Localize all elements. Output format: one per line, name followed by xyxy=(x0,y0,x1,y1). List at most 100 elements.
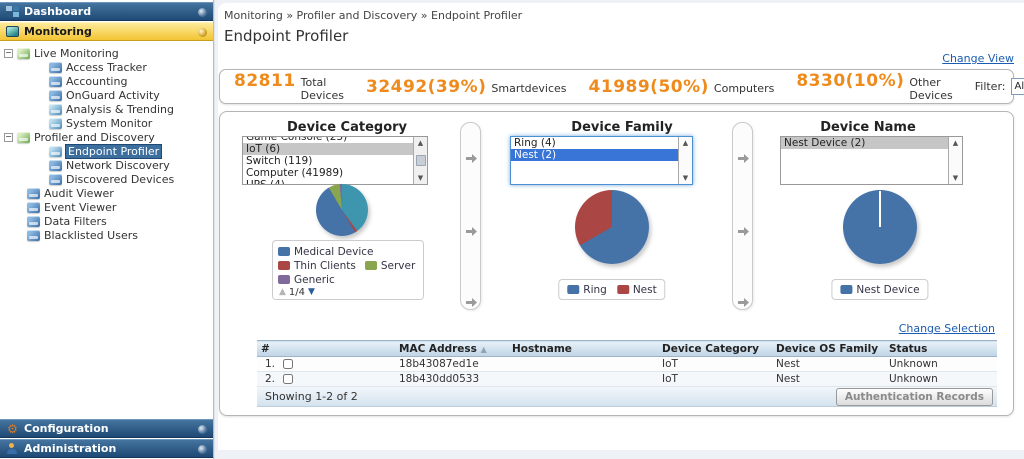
list-option[interactable]: UPS (4) xyxy=(243,179,413,184)
stat-label: Other Devices xyxy=(909,76,953,102)
move-right-icon[interactable] xyxy=(737,222,750,241)
sidebar-tree-item[interactable]: − OnGuard Activity xyxy=(0,88,213,102)
sidebar-tree-item[interactable]: − Data Filters xyxy=(0,214,213,228)
list-option[interactable]: Computer (41989) xyxy=(243,167,413,179)
scrollbar[interactable]: ▲ ▼ xyxy=(413,137,427,184)
stat-value: 82811 xyxy=(234,71,296,91)
tree-item-icon xyxy=(49,173,62,185)
scroll-up-icon[interactable]: ▲ xyxy=(682,139,689,147)
page-up-icon[interactable]: ▲ xyxy=(279,287,286,297)
device-category-list[interactable]: Game Console (23) IoT (6) Switch (119) xyxy=(242,136,428,185)
mac-address-cell[interactable]: 18b430dd0533 xyxy=(395,371,508,387)
legend-item[interactable]: Server xyxy=(364,259,415,272)
scrollbar[interactable]: ▲ ▼ xyxy=(678,137,692,184)
change-view-link[interactable]: Change View xyxy=(942,52,1014,65)
legend-swatch xyxy=(567,285,580,294)
endpoint-filter-select[interactable]: All Endpoints ▾ xyxy=(1010,78,1024,95)
list-option[interactable]: Nest Device (2) xyxy=(781,137,948,149)
legend-label: Nest xyxy=(632,283,657,296)
sidebar-tree-item[interactable]: − Event Viewer xyxy=(0,200,213,214)
col-header-category[interactable]: Device Category xyxy=(658,340,772,357)
section-toggle-icon[interactable] xyxy=(198,425,207,434)
sidebar-tree-item[interactable]: − System Monitor xyxy=(0,116,213,130)
mac-address-cell[interactable]: 18b43087ed1e xyxy=(395,356,508,372)
section-toggle-icon[interactable] xyxy=(198,28,207,37)
device-family-pie xyxy=(575,190,649,264)
page-title: Endpoint Profiler xyxy=(224,27,349,45)
legend-swatch xyxy=(364,261,377,270)
tree-item-label: Access Tracker xyxy=(66,60,147,74)
col-header-hostname[interactable]: Hostname xyxy=(508,340,658,357)
list-option[interactable]: IoT (6) xyxy=(243,143,413,155)
scroll-up-icon[interactable]: ▲ xyxy=(952,139,959,147)
device-stats-bar: 82811 Total Devices 32492(39%) Smartdevi… xyxy=(219,69,1024,104)
sidebar-tree-item[interactable]: − Profiler and Discovery xyxy=(0,130,213,144)
sidebar-tree-item[interactable]: − Endpoint Profiler xyxy=(0,143,213,159)
tree-item-icon xyxy=(49,89,62,101)
collapse-icon[interactable]: − xyxy=(4,131,13,142)
legend-item[interactable]: Generic xyxy=(278,273,335,286)
row-checkbox[interactable] xyxy=(283,374,293,384)
gear-icon: ⚙ xyxy=(7,421,18,436)
page-indicator: 1/4 xyxy=(288,286,306,298)
list-option[interactable]: Nest (2) xyxy=(511,149,678,161)
legend-item[interactable]: Ring xyxy=(567,283,607,296)
scroll-thumb[interactable] xyxy=(415,155,426,166)
sidebar-section-configuration[interactable]: ⚙ Configuration xyxy=(0,419,213,438)
scrollbar[interactable]: ▲ ▼ xyxy=(948,137,962,184)
sidebar-tree-item[interactable]: − Network Discovery xyxy=(0,158,213,172)
authentication-records-button[interactable]: Authentication Records xyxy=(835,387,993,406)
legend-item[interactable]: Nest xyxy=(616,283,657,296)
list-option[interactable]: Game Console (23) xyxy=(243,137,413,143)
scroll-down-icon[interactable]: ▼ xyxy=(952,174,959,182)
tree-item-icon xyxy=(17,131,30,143)
col-header-checkbox[interactable] xyxy=(277,340,395,357)
legend-item[interactable]: Medical Device xyxy=(278,245,373,258)
change-selection-link[interactable]: Change Selection xyxy=(898,322,995,335)
sidebar-section-dashboard[interactable]: Dashboard xyxy=(0,2,213,21)
scroll-down-icon[interactable]: ▼ xyxy=(417,174,424,182)
row-checkbox[interactable] xyxy=(283,359,293,369)
legend-item[interactable]: Thin Clients xyxy=(278,259,356,272)
move-right-icon[interactable] xyxy=(465,222,478,241)
device-family-list[interactable]: Ring (4) Nest (2) ▲ ▼ xyxy=(510,136,693,185)
move-right-icon[interactable] xyxy=(737,293,750,312)
sidebar-tree-item[interactable]: − Analysis & Trending xyxy=(0,102,213,116)
col-header-index[interactable]: # xyxy=(257,340,277,357)
move-right-icon[interactable] xyxy=(465,149,478,168)
sidebar-tree-item[interactable]: − Accounting xyxy=(0,74,213,88)
tree-item-icon xyxy=(17,47,30,59)
scroll-up-icon[interactable]: ▲ xyxy=(417,139,424,147)
sidebar-section-monitoring[interactable]: Monitoring xyxy=(0,22,213,41)
list-option[interactable]: Switch (119) xyxy=(243,155,413,167)
legend-item[interactable]: Nest Device xyxy=(840,283,920,296)
section-toggle-icon[interactable] xyxy=(198,445,207,454)
table-row[interactable]: 1. 18b43087ed1e IoT Nest Unknown xyxy=(257,356,997,372)
stat-label: Smartdevices xyxy=(491,81,567,95)
sidebar-tree-item[interactable]: − Discovered Devices xyxy=(0,172,213,186)
tree-item-icon xyxy=(27,229,40,241)
sidebar-section-administration[interactable]: Administration xyxy=(0,439,213,458)
tree-item-label: Network Discovery xyxy=(66,158,170,172)
col-header-os-family[interactable]: Device OS Family xyxy=(772,340,885,357)
move-right-icon[interactable] xyxy=(465,293,478,312)
row-index: 1. xyxy=(257,356,277,372)
sidebar-tree-item[interactable]: − Audit Viewer xyxy=(0,186,213,200)
legend-swatch xyxy=(278,275,290,284)
device-name-list[interactable]: Nest Device (2) ▲ ▼ xyxy=(780,136,963,185)
table-row[interactable]: 2. 18b430dd0533 IoT Nest Unknown xyxy=(257,371,997,387)
page-down-icon[interactable]: ▼ xyxy=(308,287,315,297)
sidebar-tree-item[interactable]: − Access Tracker xyxy=(0,60,213,74)
stat-value: 8330(10%) xyxy=(796,71,905,91)
sidebar-tree-item[interactable]: − Live Monitoring xyxy=(0,46,213,60)
col-header-mac[interactable]: MAC Address ▲ xyxy=(395,340,508,357)
sidebar-tree-item[interactable]: − Blacklisted Users xyxy=(0,228,213,242)
list-option[interactable]: Ring (4) xyxy=(511,137,678,149)
content-panel: Monitoring » Profiler and Discovery » En… xyxy=(218,3,1024,450)
collapse-icon[interactable]: − xyxy=(4,47,13,58)
col-header-status[interactable]: Status xyxy=(885,340,997,357)
scroll-down-icon[interactable]: ▼ xyxy=(682,174,689,182)
section-toggle-icon[interactable] xyxy=(198,8,207,17)
move-right-icon[interactable] xyxy=(737,149,750,168)
main-area: Monitoring » Profiler and Discovery » En… xyxy=(215,0,1024,459)
